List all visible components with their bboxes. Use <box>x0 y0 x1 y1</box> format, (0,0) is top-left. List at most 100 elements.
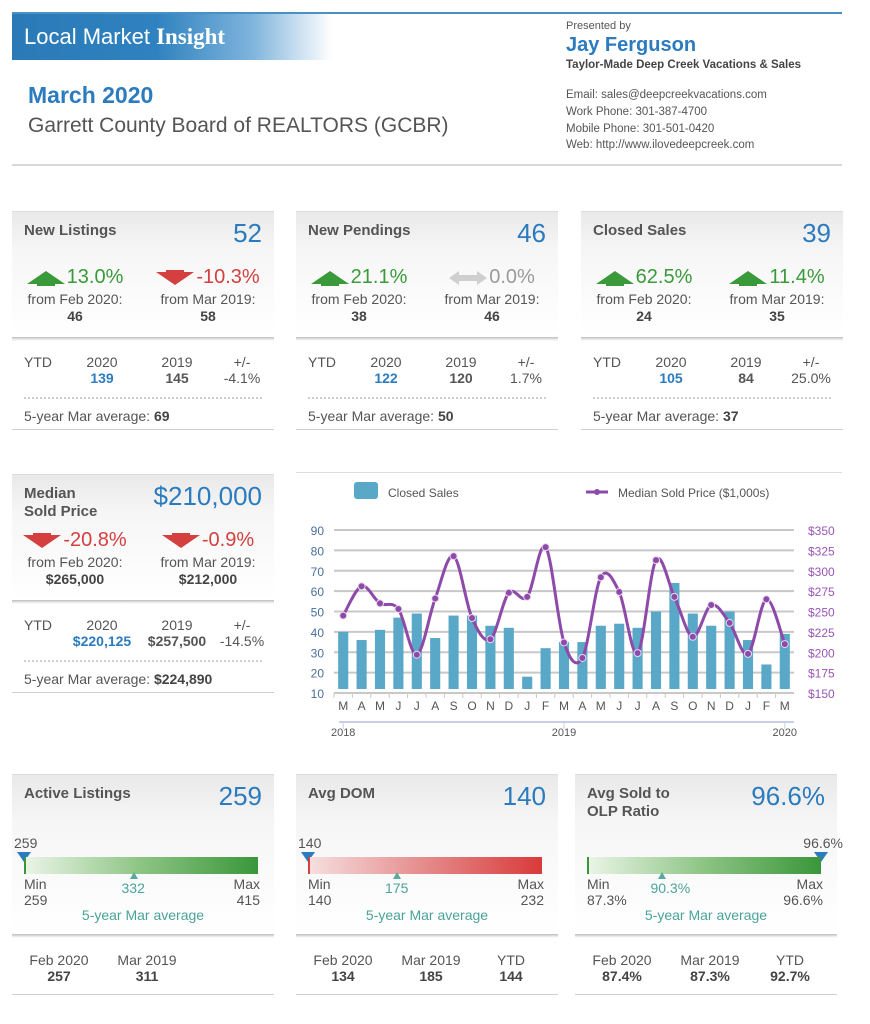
x-month-label: N <box>707 699 716 713</box>
ytd-label: YTD <box>593 354 621 370</box>
gauge-bar <box>308 857 542 874</box>
change-previous-value: $265,000 <box>45 570 105 587</box>
closed-sales-bar <box>595 625 606 689</box>
x-month-label: J <box>745 699 751 713</box>
five-year-average: 5-year Mar average: $224,890 <box>24 671 213 687</box>
contact-web[interactable]: Web: http://www.ilovedeepcreek.com <box>566 139 755 151</box>
x-month-label: J <box>395 699 401 713</box>
gauge-average-label: 5-year Mar average <box>644 907 768 923</box>
gauge-average-value: 332 <box>121 880 145 896</box>
change-percent: 21.1% <box>310 266 407 289</box>
x-month-label: F <box>542 699 549 713</box>
closed-sales-bar <box>338 631 349 689</box>
y-right-tick-label: $225 <box>808 626 835 640</box>
card-value: 52 <box>233 218 262 248</box>
gauge-average-value: 175 <box>385 880 409 896</box>
median-price-point <box>633 649 642 658</box>
x-month-label: J <box>616 699 622 713</box>
change-percent: -20.8% <box>23 529 127 552</box>
closed-sales-bar <box>761 664 772 689</box>
y-left-tick-label: 80 <box>311 544 325 558</box>
y-right-tick-label: $150 <box>808 687 835 701</box>
median-price-point <box>504 588 513 597</box>
x-month-label: O <box>688 699 697 713</box>
y-right-tick-label: $250 <box>808 606 835 620</box>
closed-sales-bar <box>356 640 367 689</box>
change-2: 0.0% from Mar 2019: 46 <box>432 266 552 324</box>
change-from-label: from Feb 2020: <box>311 290 407 307</box>
comparison-feb-2020: Feb 2020 134 <box>313 952 373 984</box>
card-title: Median Sold Price <box>24 485 98 520</box>
stat-card-new-listings: New Listings 52 13.0% from Feb 2020: 46 … <box>12 211 274 430</box>
median-price-point <box>431 594 440 603</box>
median-price-point <box>596 573 605 582</box>
gauge-average-label: 5-year Mar average <box>365 907 489 923</box>
change-from-label: from Mar 2019: <box>160 553 256 570</box>
arrow-down-icon <box>156 269 195 285</box>
closed-sales-bar <box>779 633 790 689</box>
median-price-point <box>615 587 624 596</box>
card-value: 96.6% <box>751 781 825 811</box>
gauge-min: Min 140 <box>308 876 332 908</box>
y-left-tick-label: 20 <box>311 667 325 681</box>
top-rule <box>12 12 842 14</box>
x-month-label: A <box>431 699 439 713</box>
contact-work-phone: Work Phone: 301-387-4700 <box>566 106 708 118</box>
gauge-current-label: 259 <box>14 835 38 851</box>
gauge-card-sold-olp: Avg Sold to OLP Ratio 96.6% 96.6% Min 87.3… <box>575 774 843 995</box>
closed-sales-bar <box>650 611 662 689</box>
x-month-label: A <box>358 699 366 713</box>
change-percent: -10.3% <box>156 266 260 289</box>
x-month-label: A <box>578 699 586 713</box>
change-previous-value: 46 <box>484 307 500 324</box>
dotted-divider <box>593 397 831 399</box>
closed-sales-bar <box>577 642 588 689</box>
change-previous-value: 38 <box>351 307 367 324</box>
legend-line-dot-icon <box>594 489 600 495</box>
x-month-label: M <box>596 699 606 713</box>
stat-card-closed-sales: Closed Sales 39 62.5% from Feb 2020: 24 … <box>581 211 843 430</box>
x-month-label: F <box>763 699 770 713</box>
closed-sales-bar <box>448 615 459 689</box>
x-year-label: 2018 <box>331 727 355 739</box>
y-left-tick-label: 30 <box>311 646 325 660</box>
x-month-label: J <box>635 699 641 713</box>
x-month-label: M <box>338 699 348 713</box>
contact-email[interactable]: Email: sales@deepcreekvacations.com <box>566 89 767 101</box>
median-price-point <box>339 611 348 620</box>
comparison-feb-2020: Feb 2020 87.4% <box>592 952 652 984</box>
median-price-point <box>780 640 789 649</box>
ytd-change: +/- 25.0% <box>791 354 831 386</box>
gauge-max: Max 96.6% <box>783 876 823 908</box>
x-month-label: S <box>670 699 678 713</box>
median-price-point <box>394 605 403 614</box>
gauge-bar <box>24 857 258 874</box>
banner-bold-text: Insight <box>156 24 226 49</box>
x-month-label: O <box>467 699 476 713</box>
card-value: 46 <box>517 218 546 248</box>
change-from-label: from Mar 2019: <box>729 290 825 307</box>
card-value: 259 <box>218 781 262 811</box>
change-1: 62.5% from Feb 2020: 24 <box>584 266 704 324</box>
change-from-label: from Feb 2020: <box>27 290 123 307</box>
arrow-down-icon <box>23 532 62 548</box>
banner-text: Local Market <box>24 24 157 49</box>
y-right-tick-label: $175 <box>808 667 835 681</box>
legend-median-price: Median Sold Price ($1,000s) <box>618 486 769 500</box>
comparison-mar-2019: Mar 2019 185 <box>401 952 461 984</box>
change-2: 11.4% from Mar 2019: 35 <box>717 266 837 324</box>
gauge-current-label: 140 <box>298 835 322 851</box>
card-bottom-rule <box>12 429 274 430</box>
change-1: 21.1% from Feb 2020: 38 <box>299 266 419 324</box>
agent-name: Jay Ferguson <box>566 34 697 56</box>
dotted-divider <box>308 397 546 399</box>
card-bottom-rule <box>12 994 274 995</box>
change-1: 13.0% from Feb 2020: 46 <box>15 266 135 324</box>
five-year-average: 5-year Mar average: 37 <box>593 408 739 424</box>
ytd-label: YTD <box>308 354 336 370</box>
five-year-average: 5-year Mar average: 69 <box>24 408 170 424</box>
x-month-label: M <box>559 699 569 713</box>
median-price-point <box>357 582 366 591</box>
ytd-change: +/- 1.7% <box>510 354 542 386</box>
report-month: March 2020 <box>28 82 154 108</box>
